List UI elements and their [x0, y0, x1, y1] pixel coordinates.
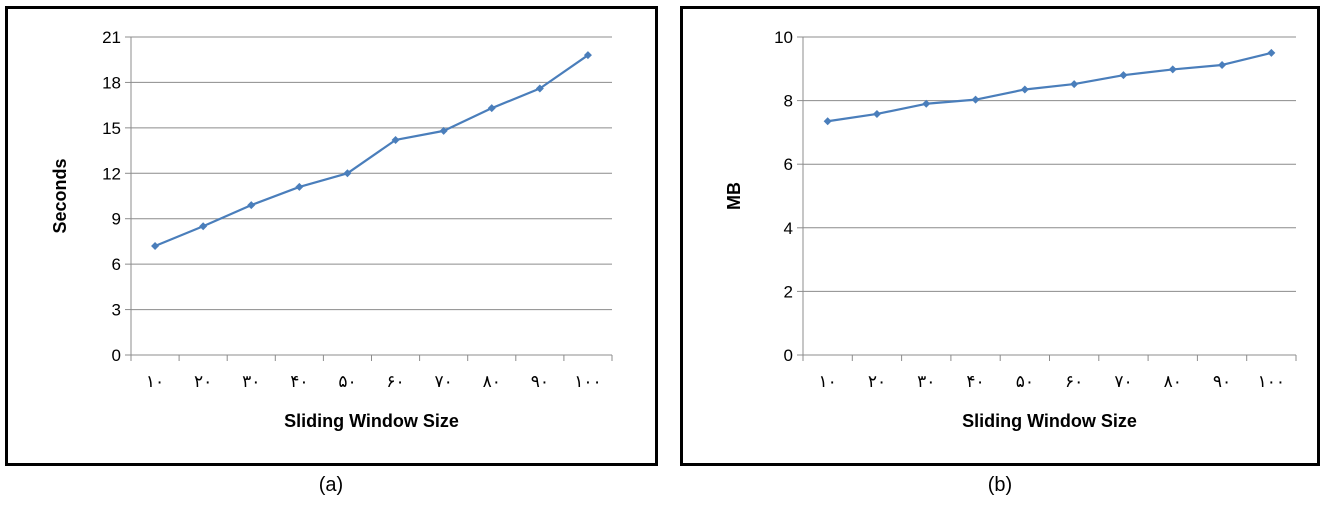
chart-a-x-tick-label: ۱۰۰: [574, 372, 601, 391]
chart-b-data-point: [1218, 60, 1227, 69]
chart-a-x-tick-label: ۷۰: [435, 372, 453, 391]
chart-a-data-point: [151, 241, 160, 250]
chart-a-x-tick-label: ۲۰: [194, 372, 212, 391]
chart-b: 0 2 4 6 8 10 ۱۰ ۲۰ ۳۰ ۴۰ ۵۰ ۶۰ ۷۰ ۸۰ ۹۰ ۱۰۰ Sliding Wind…: [724, 28, 1297, 431]
chart-a-data-point: [247, 201, 256, 210]
chart-a-y-tick-label: 15: [102, 119, 121, 138]
chart-a-data-point: [391, 135, 400, 144]
chart-a-y-axis-title: Seconds: [50, 158, 70, 233]
chart-a-data-point: [343, 169, 352, 178]
chart-a-y-tick-label: 21: [102, 28, 121, 47]
chart-a-series-line: [154, 54, 589, 247]
chart-b-y-axis-title: MB: [724, 182, 744, 210]
chart-b-data-point: [1119, 71, 1128, 80]
chart-a-y-tick-label: 9: [112, 210, 121, 229]
chart-b-data-point: [971, 95, 980, 104]
chart-b-x-axis-title: Sliding Window Size: [962, 411, 1137, 431]
chart-b-x-tick-label: ۵۰: [1016, 372, 1034, 391]
chart-b-series-line: [827, 51, 1272, 123]
chart-a-data-point: [583, 51, 592, 60]
chart-b-x-tick-label: ۹۰: [1213, 372, 1231, 391]
chart-b-x-tick-label: ۳۰: [917, 372, 935, 391]
chart-b-x-tick-label: ۴۰: [966, 372, 984, 391]
chart-b-x-tick-label: ۸۰: [1164, 372, 1182, 391]
chart-b-frame: [680, 6, 1320, 466]
chart-b-x-tick-label: ۷۰: [1114, 372, 1132, 391]
chart-a-x-tick-label: ۶۰: [386, 372, 404, 391]
chart-a-y-tick-label: 3: [112, 301, 121, 320]
chart-b-x-tick-label: ۲۰: [868, 372, 886, 391]
chart-a-data-point: [487, 104, 496, 113]
chart-b-data-point: [1168, 65, 1177, 74]
chart-b-data-point: [922, 99, 931, 108]
chart-a-x-tick-label: ۴۰: [290, 372, 308, 391]
chart-a-y-tick-label: 18: [102, 73, 121, 92]
chart-b-data-point: [1267, 48, 1276, 57]
chart-b-caption: (b): [987, 474, 1013, 496]
chart-a-data-point: [535, 84, 544, 93]
chart-a-data-point: [199, 222, 208, 231]
chart-a-y-tick-label: 0: [112, 346, 121, 365]
chart-a-y-tick-label: 12: [102, 164, 121, 183]
chart-a-x-tick-label: ۱۰: [146, 372, 164, 391]
chart-b-x-tick-label: ۶۰: [1065, 372, 1083, 391]
chart-a-x-axis-title: Sliding Window Size: [284, 411, 459, 431]
chart-a-data-point: [439, 126, 448, 135]
chart-a-caption: (a): [318, 474, 344, 496]
chart-a-x-tick-label: ۵۰: [338, 372, 356, 391]
chart-b-data-point: [1070, 80, 1079, 89]
chart-b-y-tick-label: 8: [784, 92, 793, 111]
chart-a-y-tick-label: 6: [112, 255, 121, 274]
chart-b-y-tick-label: 10: [774, 28, 793, 47]
chart-b-y-tick-label: 6: [784, 155, 793, 174]
chart-a-data-point: [295, 182, 304, 191]
chart-b-data-point: [872, 109, 881, 118]
chart-b-x-tick-label: ۱۰: [819, 372, 837, 391]
chart-a-x-tick-label: ۸۰: [483, 372, 501, 391]
chart-b-x-tick-label: ۱۰۰: [1258, 372, 1285, 391]
chart-b-y-tick-label: 0: [784, 346, 793, 365]
chart-b-data-point: [823, 117, 832, 126]
chart-b-y-tick-label: 4: [784, 219, 793, 238]
chart-a-x-tick-label: ۳۰: [242, 372, 260, 391]
chart-a: 0 3 6 9 12 15 18 21 ۱۰ ۲۰ ۳۰ ۴۰ ۵۰ ۶۰ ۷۰ ۸۰ ۹۰ ۱۰۰ Sliding…: [50, 28, 613, 431]
chart-b-y-tick-label: 2: [784, 282, 793, 301]
chart-a-x-tick-label: ۹۰: [531, 372, 549, 391]
chart-b-data-point: [1020, 85, 1029, 94]
